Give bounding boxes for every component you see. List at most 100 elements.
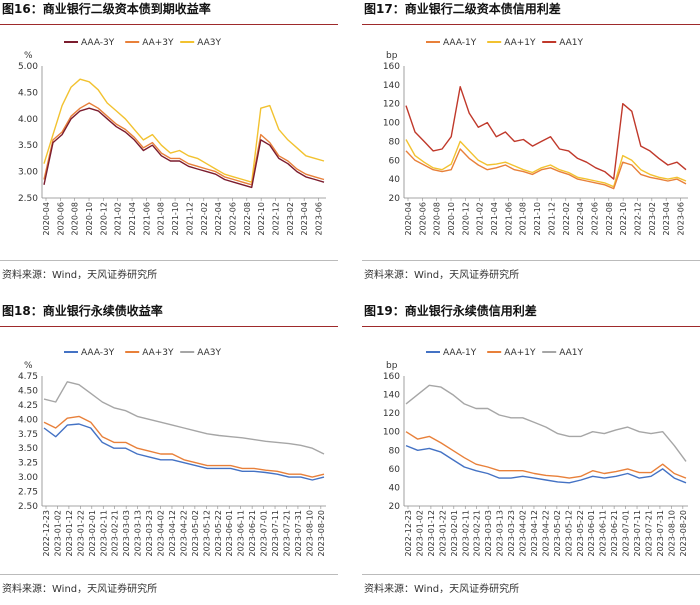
x-tick-label: 2023-03-13 (134, 510, 143, 557)
x-tick-label: 2021-02 (114, 202, 123, 235)
legend-label: AAA-1Y (443, 38, 477, 48)
x-tick-label: 2023-07-01 (622, 510, 631, 557)
x-tick-label: 2020-10 (447, 202, 456, 235)
x-tick-label: 2023-08-10 (305, 510, 314, 557)
legend-label: AA1Y (559, 38, 583, 48)
unit-label: bp (386, 361, 398, 371)
x-tick-label: 2023-04 (300, 202, 309, 235)
y-tick-label: 5.00 (18, 62, 38, 72)
x-tick-label: 2023-02 (286, 202, 295, 235)
chart-panel-1: 图17：商业银行二级资本债信用利差 bp AAA-1Y AA+1Y AA1Y 160 14… (362, 0, 700, 295)
source-rule (0, 574, 338, 575)
x-tick-label: 2023-07-31 (294, 510, 303, 557)
x-tick-label: 2023-07-21 (644, 510, 653, 557)
series-line (43, 381, 325, 455)
x-tick-label: 2023-06-21 (610, 510, 619, 557)
y-tick-label: 60 (389, 156, 401, 166)
y-tick-label: 4.00 (18, 115, 38, 125)
x-tick-label: 2022-02 (562, 202, 571, 235)
source-rule (362, 260, 700, 261)
chart-svg: % AAA-3Y AA+3Y AA3Y 5.00 4.50 4.00 3.50 3.00 2.50… (18, 38, 326, 235)
y-tick-label: 4.00 (18, 415, 38, 425)
x-tick-label: 2021-04 (490, 202, 499, 235)
x-tick-label: 2023-02-01 (450, 510, 459, 557)
y-tick-label: 160 (383, 372, 400, 382)
x-tick-label: 2022-06 (228, 202, 237, 235)
y-tick-label: 20 (389, 502, 401, 512)
x-tick-label: 2023-08-20 (317, 510, 326, 557)
x-tick-label: 2023-05-12 (202, 510, 211, 557)
x-tick-label: 2023-04-12 (168, 510, 177, 557)
legend-label: AA+1Y (504, 348, 536, 358)
x-tick-label: 2023-06-21 (248, 510, 257, 557)
x-tick-label: 2023-07-01 (260, 510, 269, 557)
legend-label: AA3Y (197, 348, 221, 358)
y-tick-label: 3.00 (18, 168, 38, 178)
x-tick-label: 2022-12-23 (42, 510, 51, 557)
source-note: 资料来源：Wind，天风证券研究所 (364, 584, 520, 595)
x-tick-label: 2020-08 (71, 202, 80, 235)
x-tick-label: 2023-05-02 (191, 510, 200, 557)
x-tick-label: 2020-12 (461, 202, 470, 235)
y-tick-label: 4.25 (18, 401, 38, 411)
x-tick-label: 2023-05-22 (214, 510, 223, 557)
y-tick-label: 20 (389, 194, 401, 204)
y-tick-label: 80 (389, 446, 401, 456)
x-tick-label: 2023-08-20 (679, 510, 688, 557)
x-tick-label: 2023-02-21 (473, 510, 482, 557)
legend-label: AA3Y (197, 38, 221, 48)
x-tick-label: 2022-04 (576, 202, 585, 235)
x-tick-label: 2020-08 (433, 202, 442, 235)
x-tick-label: 2022-10 (619, 202, 628, 235)
x-tick-label: 2020-06 (56, 202, 65, 235)
y-tick-label: 140 (383, 391, 400, 401)
x-tick-label: 2023-01-02 (415, 510, 424, 557)
series-line (43, 78, 325, 183)
y-tick-label: 4.50 (18, 386, 38, 396)
chart-title: 图18：商业银行永续债收益率 (2, 304, 163, 318)
x-tick-label: 2022-02 (200, 202, 209, 235)
x-tick-label: 2023-04 (662, 202, 671, 235)
x-tick-label: 2023-06 (315, 202, 324, 235)
y-tick-label: 120 (383, 100, 400, 110)
x-tick-label: 2023-02-01 (88, 510, 97, 557)
x-tick-label: 2023-07-11 (633, 510, 642, 557)
chart-title: 图19：商业银行永续债信用利差 (364, 304, 537, 318)
series-line (405, 86, 687, 180)
legend-label: AA+3Y (142, 348, 174, 358)
x-tick-label: 2022-12 (271, 202, 280, 235)
y-tick-label: 4.50 (18, 88, 38, 98)
series-line (405, 148, 687, 190)
x-tick-label: 2023-06-11 (237, 510, 246, 557)
title-rule (0, 326, 338, 327)
x-tick-label: 2021-08 (519, 202, 528, 235)
x-tick-label: 2023-04-12 (530, 510, 539, 557)
chart-panel-2: 图18：商业银行永续债收益率 % AAA-3Y AA+3Y AA3Y 4.75 4.50 4… (0, 302, 338, 602)
source-note: 资料来源：Wind，天风证券研究所 (2, 584, 158, 595)
x-tick-label: 2023-04-22 (541, 510, 550, 557)
x-tick-label: 2023-05-12 (564, 510, 573, 557)
x-tick-label: 2022-10 (257, 202, 266, 235)
x-tick-label: 2023-02 (648, 202, 657, 235)
legend-label: AA1Y (559, 348, 583, 358)
x-tick-label: 2023-06-01 (225, 510, 234, 557)
x-tick-label: 2021-06 (504, 202, 513, 235)
x-tick-label: 2023-06-01 (587, 510, 596, 557)
x-tick-label: 2023-01-12 (65, 510, 74, 557)
x-tick-label: 2023-02-21 (111, 510, 120, 557)
y-tick-label: 3.50 (18, 444, 38, 454)
x-tick-label: 2021-10 (533, 202, 542, 235)
legend-label: AA+1Y (504, 38, 536, 48)
y-tick-label: 3.75 (18, 430, 38, 440)
x-tick-label: 2021-10 (171, 202, 180, 235)
x-tick-label: 2023-08-10 (667, 510, 676, 557)
x-tick-label: 2022-04 (214, 202, 223, 235)
series-line (43, 423, 325, 481)
legend-label: AAA-3Y (81, 348, 115, 358)
source-note: 资料来源：Wind，天风证券研究所 (2, 270, 158, 281)
x-tick-label: 2023-07-11 (271, 510, 280, 557)
unit-label: bp (386, 51, 398, 61)
x-tick-label: 2020-12 (99, 202, 108, 235)
